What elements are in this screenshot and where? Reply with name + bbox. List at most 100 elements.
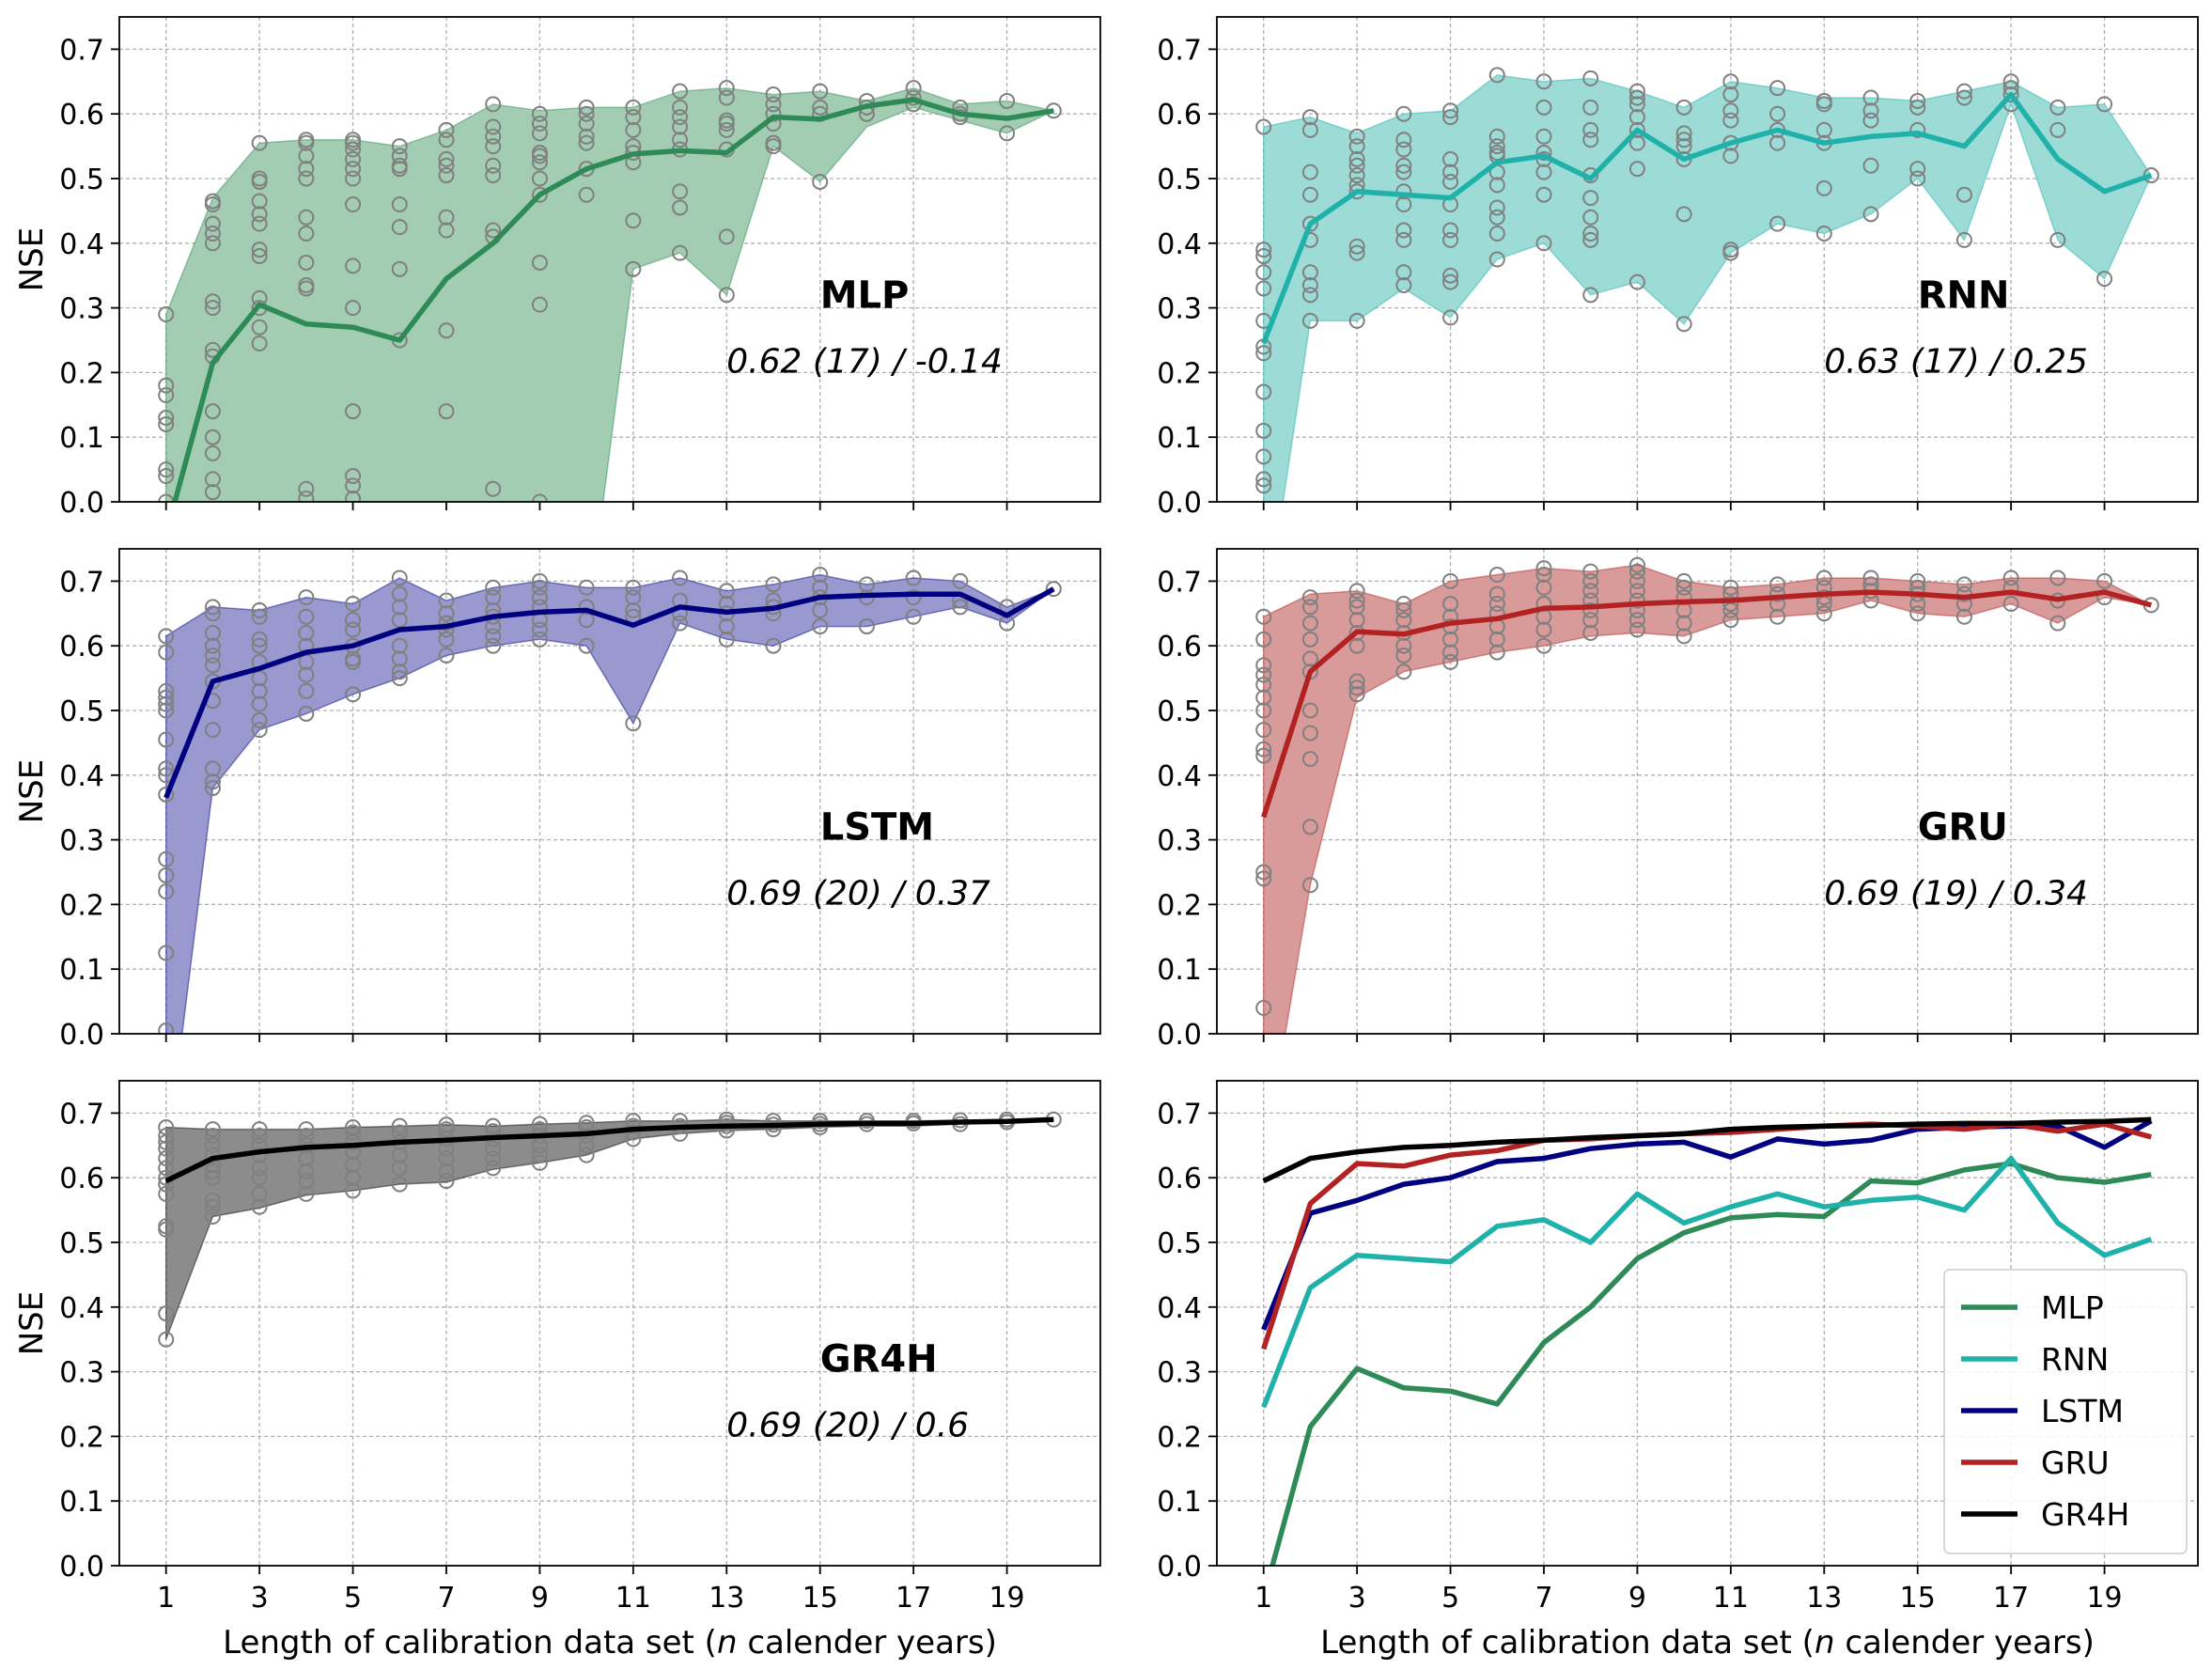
scatter-point	[1909, 595, 1926, 612]
scatter-point	[251, 242, 268, 258]
scatter-point	[1395, 612, 1412, 629]
scatter-point	[1535, 164, 1552, 180]
scatter-point	[1582, 601, 1599, 618]
scatter-point	[1628, 161, 1645, 178]
scatter-point	[672, 132, 689, 148]
scatter-point	[578, 105, 595, 122]
scatter-point	[812, 1119, 829, 1136]
scatter-point	[391, 637, 408, 654]
scatter-point	[1675, 99, 1692, 116]
model-name: GRU	[1918, 806, 2008, 850]
scatter-point	[1348, 673, 1365, 690]
scatter-point	[1815, 121, 1832, 138]
scatter-point	[345, 170, 362, 187]
scatter-point	[1488, 199, 1505, 216]
scatter-point	[1255, 722, 1272, 739]
scatter-point	[1769, 80, 1786, 97]
x-ticks: 1 3 5 7 9 11 13 15 17 19	[157, 1566, 1025, 1615]
scatter-point	[485, 138, 502, 155]
y-tick-label: 0.6	[59, 1163, 104, 1195]
scatter-point	[1348, 167, 1365, 184]
scatter-point	[1255, 477, 1272, 494]
range-band	[1262, 74, 2153, 502]
y-ticks: 0.0 0.1 0.2 0.3 0.4 0.5 0.6 0.7	[1157, 34, 1217, 520]
y-tick-label: 0.7	[1157, 566, 1202, 599]
scatter-point	[1488, 138, 1505, 155]
y-ticks: 0.0 0.1 0.2 0.3 0.4 0.5 0.6 0.7	[59, 566, 119, 1052]
scatter-point	[1488, 631, 1505, 648]
scatter-point	[438, 157, 455, 174]
y-tick-label: 0.1	[1157, 954, 1202, 987]
scatter-point	[251, 134, 268, 151]
scatter-point	[625, 601, 642, 618]
scatter-point	[345, 1133, 362, 1150]
model-name: GR4H	[820, 1338, 938, 1381]
scatter-point	[1722, 148, 1739, 164]
y-ticks: 0.0 0.1 0.2 0.3 0.4 0.5 0.6 0.7	[59, 1098, 119, 1584]
scatter-point	[298, 280, 315, 297]
scatter-point	[345, 653, 362, 670]
scatter-point	[765, 138, 782, 155]
model-name: MLP	[820, 274, 910, 318]
scatter-point	[905, 80, 922, 97]
scatter-point	[391, 1124, 408, 1141]
scatter-point	[531, 572, 548, 589]
scatter-point	[391, 148, 408, 164]
scatter-point	[2096, 271, 2113, 288]
scatter-point	[345, 612, 362, 629]
scatter-point	[1395, 277, 1412, 294]
scatter-point	[158, 786, 175, 803]
x-tick-label: 9	[531, 1582, 549, 1615]
scatter-point	[485, 222, 502, 239]
x-tick-label: 13	[1806, 1582, 1842, 1615]
scatter-point	[298, 705, 315, 722]
scatter-point	[298, 589, 315, 606]
axes-frame	[118, 1080, 1101, 1567]
scatter-point	[1301, 725, 1318, 741]
scatter-point	[298, 1173, 315, 1190]
scatter-point	[1301, 277, 1318, 294]
scatter-point	[1582, 190, 1599, 207]
scatter-point	[1442, 653, 1459, 670]
scatter-point	[485, 118, 502, 135]
scatter-point	[578, 637, 595, 654]
y-tick-label: 0.4	[59, 228, 104, 261]
y-axis-label: NSE	[13, 227, 51, 292]
scatter-point	[1862, 102, 1879, 119]
scatter-point	[1909, 121, 1926, 138]
range-band	[164, 573, 1054, 1034]
scatter-point	[204, 722, 221, 739]
scatter-point	[298, 209, 315, 226]
scatter-point	[1628, 134, 1645, 151]
model-stats: 0.69 (20) / 0.37	[726, 874, 990, 913]
scatter-point	[485, 157, 502, 174]
scatter-point	[204, 1163, 221, 1179]
scatter-point	[158, 1185, 175, 1202]
scatter-point	[1582, 572, 1599, 589]
range-band	[164, 86, 1056, 502]
scatter-point	[2002, 73, 2019, 90]
scatter-point	[1301, 121, 1318, 138]
scatter-point	[158, 644, 175, 661]
scatter-point	[204, 760, 221, 777]
scatter-point	[1301, 702, 1318, 719]
legend-label-mlp: MLP	[2041, 1289, 2104, 1326]
scatter-point	[485, 96, 502, 113]
model-stats: 0.69 (19) / 0.34	[1824, 874, 2088, 913]
scatter-point	[1348, 128, 1365, 145]
x-tick-label: 15	[802, 1582, 838, 1615]
y-tick-label: 0.5	[1157, 1227, 1202, 1260]
scatter-point	[391, 1147, 408, 1163]
panel-gr4h: GR4H 0.69 (20) / 0.6 0.0 0.1 0.2 0.3 0.4 0.5 0.6…	[13, 1080, 1101, 1662]
x-tick-label: 3	[1348, 1582, 1366, 1615]
scatter-point	[1395, 222, 1412, 239]
y-tick-label: 0.4	[59, 760, 104, 793]
scatter-point	[1722, 579, 1739, 596]
scatter-point	[1628, 109, 1645, 126]
scatter-point	[204, 403, 221, 420]
scatter-point	[158, 1221, 175, 1238]
scatter-point	[1582, 209, 1599, 226]
scatter-point	[1395, 648, 1412, 664]
scatter-point	[251, 1160, 268, 1177]
scatter-point	[718, 89, 735, 106]
